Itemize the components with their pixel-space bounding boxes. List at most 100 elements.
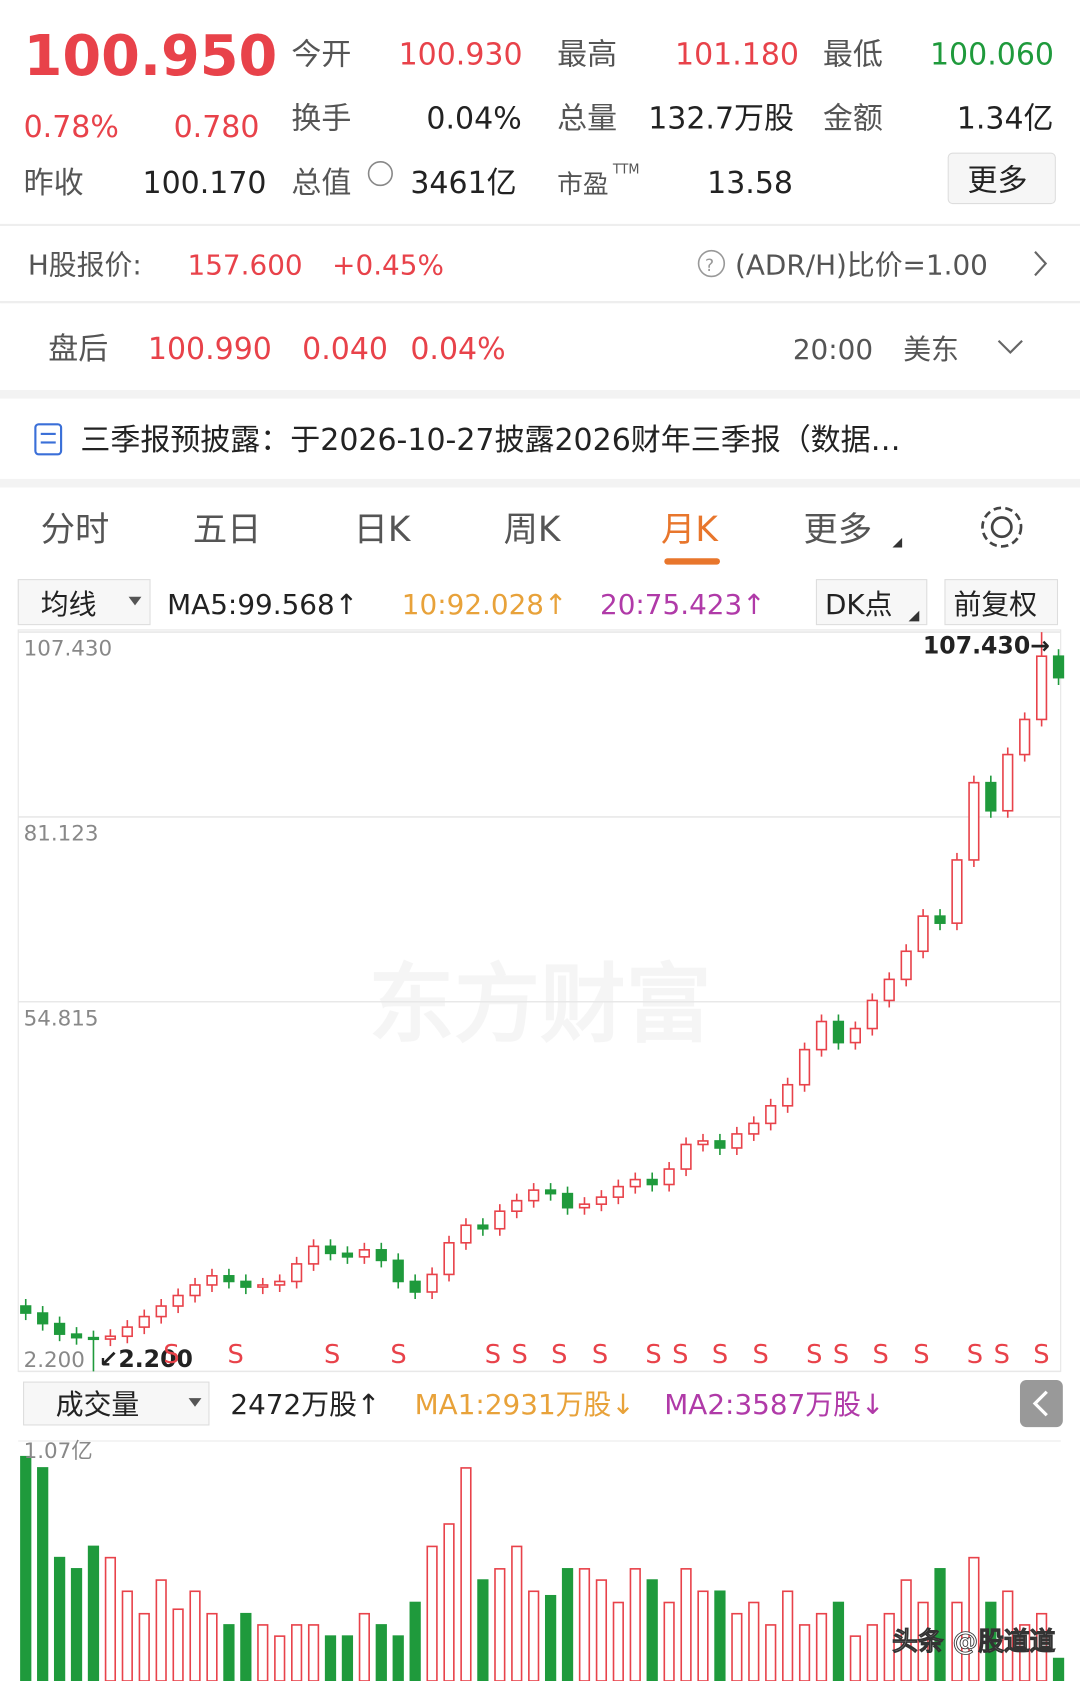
adjust-label[interactable]: 前复权 (954, 588, 1038, 621)
more-button[interactable] (947, 152, 1056, 205)
field-value: 13.58 (707, 166, 793, 201)
y-tick-label: 107.430 (24, 637, 113, 662)
ma-selector[interactable] (17, 579, 151, 626)
tab[interactable]: 分时 (41, 510, 110, 550)
settings-icon-gear[interactable] (981, 506, 1023, 548)
volume-bar (595, 1579, 608, 1681)
signal-mark: S (511, 1340, 527, 1370)
volume-bar (1002, 1590, 1014, 1681)
candle-body (714, 1140, 726, 1149)
y-tick-label: 1.07亿 (24, 1439, 93, 1464)
ma5-label: MA5:99.568↑ (167, 588, 358, 621)
max-annotation: 107.430→ (923, 632, 1050, 660)
candle-body (494, 1210, 506, 1230)
signal-mark: S (592, 1340, 608, 1370)
volume-bar (375, 1624, 387, 1681)
candle-body (104, 1335, 117, 1340)
candle-body (291, 1263, 303, 1283)
candle-body (629, 1178, 641, 1188)
change: 0.780 (174, 110, 260, 145)
field-value: 132.7万股 (648, 102, 794, 137)
dropdown-triangle (188, 1398, 202, 1407)
adjust-button[interactable] (944, 579, 1059, 626)
candle-body (206, 1275, 218, 1286)
candle-body (172, 1294, 184, 1307)
candle-body (426, 1273, 438, 1293)
candle-body (341, 1252, 354, 1258)
volume-bar (883, 1612, 895, 1681)
dk-button[interactable] (815, 579, 928, 626)
tab-underline (664, 558, 720, 565)
collapse-glyph (1032, 1390, 1048, 1417)
volume-bar (629, 1568, 641, 1681)
candle-body (155, 1305, 167, 1318)
volume-bar (409, 1601, 421, 1681)
dk-label[interactable]: DK点 (825, 588, 893, 621)
signal-mark: S (485, 1340, 501, 1370)
candle-body (53, 1322, 66, 1335)
candle-body (528, 1189, 540, 1202)
volume-bar (274, 1635, 286, 1681)
volume-bar (544, 1594, 557, 1681)
volume-bar (832, 1601, 845, 1681)
candle-body (968, 781, 980, 861)
volume-bar (612, 1601, 624, 1681)
volume-bar (578, 1568, 591, 1681)
last-price: 100.950 (24, 24, 278, 89)
y-tick-label: 81.123 (24, 821, 99, 846)
tab[interactable]: 月K (661, 510, 719, 550)
ma20-label: 20:75.423↑ (600, 588, 766, 621)
volume-bar (900, 1579, 912, 1681)
candle-body (1052, 655, 1065, 679)
candle-body (798, 1048, 811, 1086)
after-hours-price: 100.990 (148, 332, 272, 367)
tab[interactable]: 五日 (193, 510, 262, 550)
volume-bar (917, 1601, 929, 1681)
candle-body (663, 1168, 675, 1186)
after-hours-pct: 0.04% (410, 332, 505, 367)
volume-selector-label[interactable]: 成交量 (56, 1388, 140, 1421)
chevron-right[interactable] (1034, 251, 1048, 277)
candle-body (37, 1312, 49, 1325)
volume-bar (511, 1545, 523, 1681)
candle-body (561, 1192, 574, 1209)
field-value: 100.930 (399, 37, 523, 72)
volume-bar (189, 1590, 201, 1681)
collapse-button[interactable] (1019, 1379, 1063, 1428)
after-hours-change: 0.040 (302, 332, 388, 367)
volume-bar (121, 1590, 133, 1681)
volume-bar (985, 1601, 997, 1681)
field-value: 100.170 (143, 166, 267, 201)
volume-bar (53, 1556, 66, 1681)
candle-body (375, 1249, 387, 1262)
candle-body (849, 1027, 861, 1044)
candle-body (138, 1315, 150, 1328)
volume-bar (206, 1612, 218, 1681)
signal-mark: S (967, 1340, 983, 1370)
volume-bar (765, 1624, 777, 1681)
candle-body (240, 1280, 252, 1288)
candle-body (646, 1178, 658, 1186)
tab[interactable]: 周K (504, 510, 562, 550)
settings-icon[interactable] (990, 516, 1013, 539)
field-label: 昨收 (24, 166, 84, 201)
tab[interactable]: 更多 (804, 510, 873, 550)
volume-bar (477, 1579, 489, 1681)
candle-body (697, 1140, 709, 1146)
chevron-down[interactable] (997, 339, 1023, 355)
signal-mark: S (551, 1340, 567, 1370)
candle-body (917, 915, 929, 953)
field-value: 101.180 (675, 37, 799, 72)
tab[interactable]: 日K (354, 510, 412, 550)
candle-body (934, 915, 946, 924)
volume-bar (240, 1612, 252, 1681)
signal-mark: S (645, 1340, 661, 1370)
signal-mark: S (672, 1340, 688, 1370)
more-label[interactable]: 更多 (967, 164, 1027, 199)
separator (0, 478, 1080, 488)
ma-selector-label[interactable]: 均线 (41, 588, 97, 621)
field-value: 100.060 (930, 37, 1054, 72)
volume-selector[interactable] (23, 1381, 210, 1426)
after-hours-label: 盘后 (48, 332, 108, 367)
h-share-label: H股报价: (28, 248, 142, 281)
